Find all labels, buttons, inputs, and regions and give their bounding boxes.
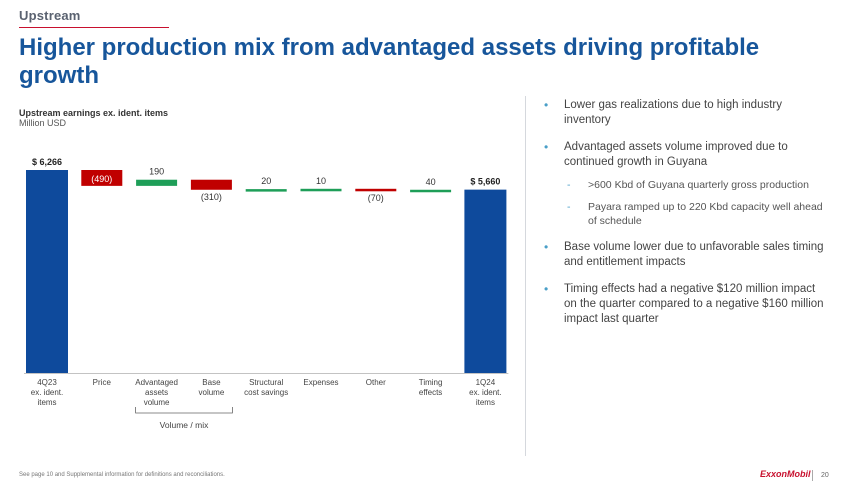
bullet-text: Lower gas realizations due to high indus… [564, 99, 782, 126]
section-label: Upstream [19, 8, 81, 23]
data-label: $ 5,660 [470, 177, 500, 187]
dash-icon: - [567, 179, 571, 191]
sub-bullet-item: - >600 Kbd of Guyana quarterly gross prod… [564, 178, 830, 192]
data-label: 190 [149, 167, 164, 177]
bullet-item: • Timing effects had a negative $120 mill… [540, 282, 830, 327]
category-label: Expenses [303, 378, 338, 387]
waterfall-bar [190, 179, 232, 190]
bullet-item: • Base volume lower due to unfavorable sa… [540, 240, 830, 270]
category-label: Timing effects [419, 378, 443, 397]
category-label: Price [93, 378, 112, 387]
category-label: 4Q23 ex. ident. items [31, 378, 63, 407]
waterfall-bar [355, 188, 397, 192]
footnote: See page 10 and Supplemental information… [19, 472, 225, 478]
bullet-text: Timing effects had a negative $120 milli… [564, 283, 824, 325]
waterfall-bar [81, 170, 123, 186]
data-label: (70) [368, 193, 384, 203]
data-label: 10 [316, 176, 326, 186]
section-rule [19, 27, 169, 28]
bullet-dot-icon: • [544, 282, 549, 296]
waterfall-bar [410, 189, 452, 193]
bullet-text: Base volume lower due to unfavorable sal… [564, 241, 824, 268]
bullet-item: • Lower gas realizations due to high indu… [540, 98, 830, 128]
waterfall-bar [136, 179, 178, 186]
column-divider [525, 96, 526, 456]
bullet-item: • Advantaged assets volume improved due t… [540, 140, 830, 228]
category-label: Advantaged assets volume [135, 378, 178, 407]
category-label: 1Q24 ex. ident. items [469, 378, 501, 407]
data-label: (490) [91, 174, 112, 184]
data-label: 40 [426, 177, 436, 187]
sub-bullet-item: - Payara ramped up to 220 Kbd capacity we… [564, 200, 830, 228]
sub-bullet-text: >600 Kbd of Guyana quarterly gross produ… [588, 179, 809, 191]
page-number: 20 [821, 472, 829, 479]
page-title: Higher production mix from advantaged as… [19, 34, 760, 89]
dash-icon: - [567, 201, 571, 213]
waterfall-bar [300, 188, 342, 192]
sub-bullet-text: Payara ramped up to 220 Kbd capacity wel… [588, 201, 823, 227]
group-bracket [135, 407, 233, 414]
data-label: $ 6,266 [32, 157, 62, 167]
chart-unit: Million USD [19, 118, 67, 128]
exxonmobil-logo: ExxonMobil [760, 469, 811, 479]
bullet-text: Advantaged assets volume improved due to… [564, 141, 788, 168]
category-label: Structural cost savings [244, 378, 288, 397]
category-label: Other [366, 378, 386, 387]
chart-title: Upstream earnings ex. ident. items [19, 108, 169, 118]
bullet-list: • Lower gas realizations due to high indu… [540, 98, 830, 339]
bullet-dot-icon: • [544, 240, 549, 254]
page-separator [812, 470, 813, 481]
waterfall-bar [464, 189, 507, 373]
category-label: Base volume [199, 378, 225, 397]
bullet-dot-icon: • [544, 140, 549, 154]
bullet-dot-icon: • [544, 98, 549, 112]
group-label: Volume / mix [160, 420, 209, 430]
waterfall-bar [26, 170, 68, 373]
waterfall-bar [245, 189, 287, 192]
data-label: 20 [261, 176, 271, 186]
waterfall-chart: $ 6,266 4Q23 ex. ident. items (490) Price 190 A… [24, 157, 509, 430]
data-label: (310) [201, 192, 222, 202]
